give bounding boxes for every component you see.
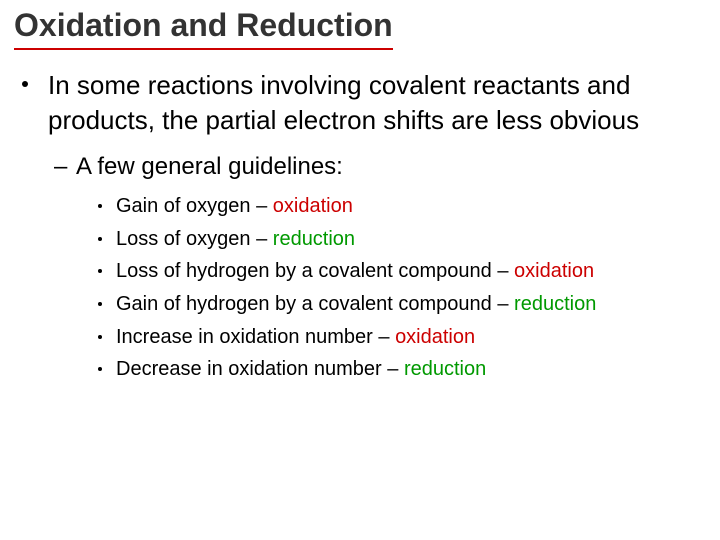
- guideline-pretext: Loss of hydrogen by a covalent compound …: [116, 260, 514, 282]
- bullet-main-text: In some reactions involving covalent rea…: [48, 70, 639, 134]
- oxidation-keyword: oxidation: [514, 260, 594, 282]
- oxidation-keyword: oxidation: [395, 326, 475, 348]
- guideline-item: Loss of oxygen – reduction: [14, 227, 706, 253]
- guidelines-list: Gain of oxygen – oxidationLoss of oxygen…: [14, 194, 706, 383]
- dash-icon: –: [54, 151, 67, 182]
- guideline-item: Gain of oxygen – oxidation: [14, 194, 706, 220]
- bullet-sub: – A few general guidelines:: [14, 151, 706, 182]
- bullet-dot-icon: [98, 237, 102, 241]
- reduction-keyword: reduction: [404, 358, 486, 380]
- oxidation-keyword: oxidation: [273, 195, 353, 217]
- guideline-pretext: Increase in oxidation number –: [116, 326, 395, 348]
- bullet-dot-icon: [98, 367, 102, 371]
- bullet-dot-icon: [98, 204, 102, 208]
- slide-title: Oxidation and Reduction: [14, 6, 393, 50]
- guideline-pretext: Gain of hydrogen by a covalent compound …: [116, 293, 514, 315]
- guideline-item: Gain of hydrogen by a covalent compound …: [14, 292, 706, 318]
- guideline-item: Loss of hydrogen by a covalent compound …: [14, 259, 706, 285]
- reduction-keyword: reduction: [273, 228, 355, 250]
- bullet-dot-icon: [98, 335, 102, 339]
- bullet-dot-icon: [98, 269, 102, 273]
- bullet-dot-icon: [98, 302, 102, 306]
- guideline-pretext: Gain of oxygen –: [116, 195, 273, 217]
- bullet-main: In some reactions involving covalent rea…: [14, 68, 706, 137]
- slide: Oxidation and Reduction In some reaction…: [0, 0, 720, 540]
- reduction-keyword: reduction: [514, 293, 596, 315]
- guideline-pretext: Decrease in oxidation number –: [116, 358, 404, 380]
- guideline-pretext: Loss of oxygen –: [116, 228, 273, 250]
- guideline-item: Increase in oxidation number – oxidation: [14, 325, 706, 351]
- guideline-item: Decrease in oxidation number – reduction: [14, 357, 706, 383]
- bullet-dot-icon: [22, 81, 28, 87]
- bullet-sub-text: A few general guidelines:: [76, 153, 343, 180]
